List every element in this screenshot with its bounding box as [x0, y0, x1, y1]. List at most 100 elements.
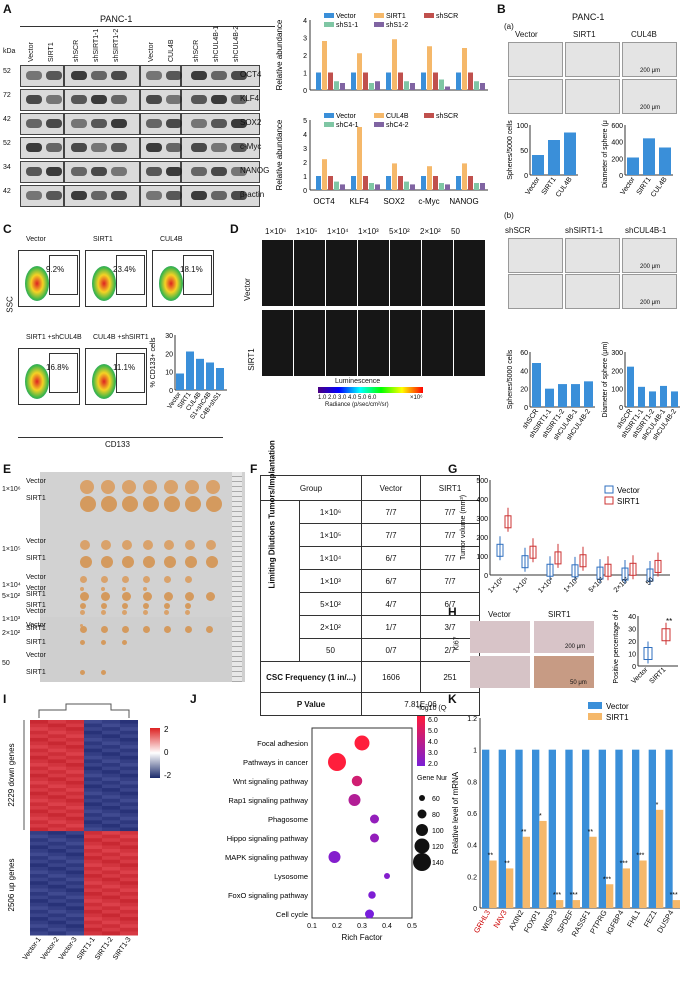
i-heat-cell	[120, 784, 138, 789]
e-tumor-vector	[122, 480, 136, 494]
i-heat-cell	[102, 899, 120, 904]
a-legend-swatch	[324, 122, 334, 127]
i-heat-cell	[84, 780, 102, 785]
a-band	[111, 143, 127, 152]
e-tumor-sirt1	[143, 496, 159, 512]
e-tumor-sirt1	[143, 626, 150, 633]
k-sig: *	[656, 802, 659, 809]
panel-label-g: G	[448, 462, 458, 476]
c-cd133-label: CD133	[105, 440, 130, 449]
i-heat-cell	[120, 906, 138, 911]
a-band	[46, 143, 62, 152]
i-heat-cell	[66, 773, 84, 778]
i-heat-cell	[30, 727, 48, 732]
i-heat-cell	[102, 791, 120, 796]
a-gene-label: SOX2	[383, 197, 405, 206]
e-vec-label: Vector	[26, 574, 46, 581]
j-size-swatch	[414, 838, 430, 854]
i-heat-cell	[66, 820, 84, 825]
j-size-swatch	[416, 824, 428, 836]
j-bubble	[384, 873, 390, 879]
i-heat-cell	[48, 816, 66, 821]
i-heat-cell	[102, 845, 120, 850]
d-dose-label: 2×10²	[420, 227, 441, 236]
i-heat-cell	[84, 931, 102, 936]
e-tumor-vector	[101, 610, 106, 615]
i-heat-cell	[102, 866, 120, 871]
i-heat-cell	[30, 720, 48, 725]
b-bar	[558, 384, 567, 407]
i-heat-cell	[48, 852, 66, 857]
e-tumor-vector	[164, 540, 174, 550]
f-dose-cell: 50	[299, 638, 362, 662]
c-gate	[116, 255, 145, 295]
panel-label-c: C	[3, 222, 12, 236]
a-legend-swatch	[324, 13, 334, 18]
b-col-label-b: shSCR	[505, 226, 531, 235]
h-col-label: Vector	[488, 610, 511, 619]
c-gate	[49, 353, 78, 393]
i-heat-cell	[102, 755, 120, 760]
a-bar	[386, 72, 391, 90]
j-x-tick: 0.3	[357, 923, 367, 930]
a-bar	[351, 72, 356, 90]
i-heat-cell	[84, 870, 102, 875]
i-heat-cell	[102, 884, 120, 889]
a-lane-label: shCUL4B-1	[213, 25, 220, 62]
j-bubble-chart: 0.1 0.2 0.3 0.4 0.5 Rich Factor Focal adhesion…	[225, 705, 447, 942]
a-band	[91, 191, 107, 200]
a-band	[211, 71, 227, 80]
a-legend-label: shSCR	[436, 13, 458, 20]
g-cat-label: 1×10⁶	[487, 576, 505, 594]
c-bar	[176, 373, 184, 390]
e-vec-label: Vector	[26, 652, 46, 659]
j-size-swatch	[419, 795, 425, 801]
g-y-tick: 300	[476, 516, 488, 523]
i-heat-cell	[84, 727, 102, 732]
i-heat-cell	[102, 849, 120, 854]
a-y-tick: 2	[303, 53, 307, 60]
k-y-tick: 0.6	[467, 811, 477, 818]
e-dose-label: 5×10²	[2, 593, 21, 600]
a-bar	[427, 166, 432, 190]
a-legend-label: Vector	[336, 13, 357, 20]
i-heat-cell	[120, 902, 138, 907]
a-band	[71, 95, 87, 104]
i-heat-cell	[48, 931, 66, 936]
a-mw-label: 42	[3, 188, 11, 195]
f-dose-cell: 1×10⁴	[299, 546, 362, 570]
i-heat-cell	[66, 763, 84, 768]
i-heat-cell	[102, 917, 120, 922]
h-y-tick: 40	[628, 614, 636, 621]
a-blot-strip	[20, 185, 64, 207]
i-heat-cell	[84, 784, 102, 789]
i-heat-cell	[102, 859, 120, 864]
c-flow-blob	[25, 364, 49, 399]
a-lane-label: Vector	[28, 42, 35, 62]
i-heat-cell	[102, 823, 120, 828]
i-heat-cell	[102, 737, 120, 742]
i-heat-cell	[102, 720, 120, 725]
i-heat-cell	[84, 924, 102, 929]
h-scale-2: 50 μm	[570, 680, 587, 686]
a-bar	[340, 184, 345, 190]
a-y-tick: 1	[303, 71, 307, 78]
e-tumor-vector	[101, 540, 111, 550]
i-heat-cell	[84, 798, 102, 803]
a-bar	[398, 72, 403, 90]
i-colorbar	[150, 728, 160, 778]
i-heat-cell	[102, 834, 120, 839]
a-band	[46, 95, 62, 104]
i-heat-cell	[30, 838, 48, 843]
e-tumor-sirt1	[185, 496, 201, 512]
a-legend-swatch	[324, 22, 334, 27]
b-micro-top-b	[565, 238, 620, 273]
c-ssc-label: SSC	[5, 296, 15, 313]
i-heat-cell	[48, 777, 66, 782]
i-heat-cell	[84, 841, 102, 846]
i-heat-cell	[30, 852, 48, 857]
b-bar	[660, 385, 667, 407]
b-cat-label: CUL4B	[555, 176, 574, 199]
a-bar	[468, 176, 473, 190]
j-bubble	[370, 814, 379, 824]
